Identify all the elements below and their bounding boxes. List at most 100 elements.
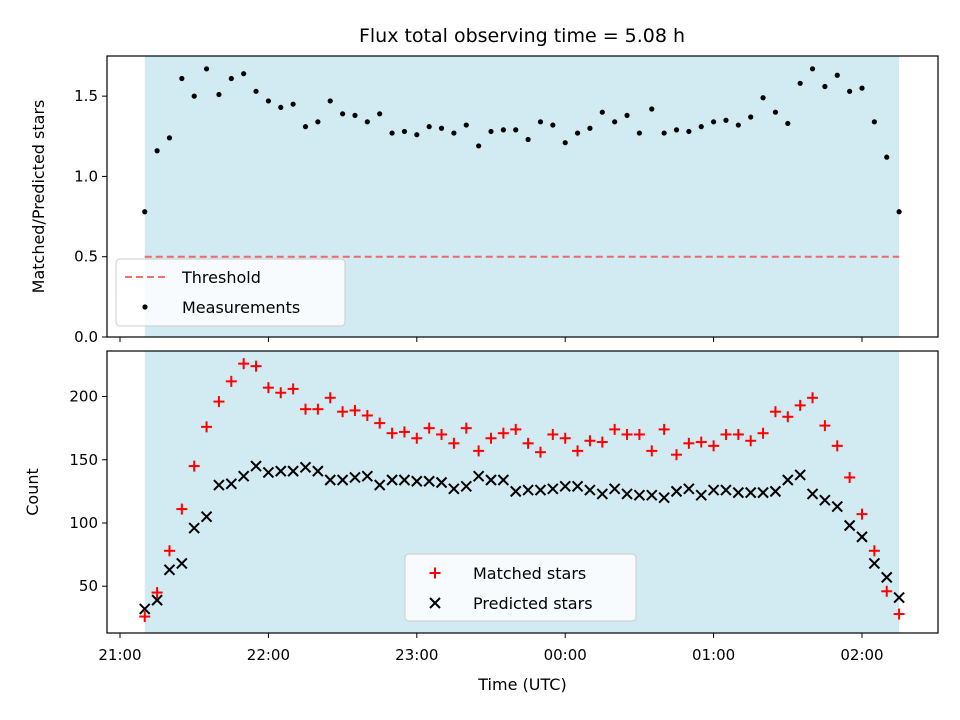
matched-star-point (769, 406, 781, 418)
predicted-star-point (571, 480, 584, 493)
matched-legend-marker (429, 567, 441, 579)
predicted-star-point-b (275, 465, 287, 477)
predicted-star-point (151, 594, 163, 606)
bottom-legend-box (404, 553, 637, 622)
bottom-y-tick-label: 50 (79, 577, 98, 595)
measurement-point (265, 98, 271, 104)
bottom-y-axis-label: Count (23, 468, 42, 516)
measurement-point (179, 75, 185, 82)
predicted-star-point (881, 571, 893, 584)
matched-star-point (720, 428, 732, 440)
predicted-star-point-b (213, 479, 225, 491)
bottom-points-layer (139, 358, 905, 623)
measurement-point (364, 119, 370, 125)
predicted-star-point (670, 485, 683, 498)
predicted-star-point (423, 475, 435, 487)
matched-star-point (534, 446, 546, 458)
predicted-star-point-b (534, 484, 547, 496)
predicted-star-point-b (398, 474, 411, 486)
predicted-star-point (707, 484, 720, 496)
predicted-star-point (831, 500, 843, 513)
predicted-star-point-b (299, 461, 312, 474)
measurement-point (661, 130, 667, 136)
matched-star-point (596, 436, 608, 448)
predicted-star-point (769, 485, 782, 498)
predicted-star-point-b (423, 475, 435, 487)
predicted-star-point (472, 470, 485, 482)
predicted-star-point (633, 489, 646, 501)
measurement-point (859, 85, 865, 91)
matched-star-point (312, 403, 324, 415)
bottom-y-axis-ticks: 50 100 150 200 (69, 388, 107, 595)
bottom-y-tick-label: 200 (69, 388, 98, 406)
predicted-star-point (584, 484, 596, 496)
predicted-star-point (806, 488, 819, 500)
measurement-point (302, 124, 309, 130)
predicted-star-point (237, 470, 250, 482)
measurement-point (414, 132, 420, 138)
predicted-star-point (621, 488, 633, 500)
matched-star-point (163, 545, 175, 557)
matched-star-point (881, 585, 893, 597)
matched-star-point (139, 611, 151, 623)
predicted-star-point (213, 479, 225, 491)
predicted-star-point-b (386, 474, 398, 486)
predicted-star-point (349, 471, 361, 484)
predicted-star-point-b (237, 470, 250, 482)
predicted-legend-swatch (429, 597, 441, 609)
matched-star-point (473, 445, 485, 457)
predicted-star-point-b (411, 475, 423, 487)
matched-star-point (510, 423, 522, 435)
measurement-point (797, 80, 803, 86)
measurement-point (327, 98, 333, 104)
measurement-point (884, 154, 890, 160)
predicted-star-point (262, 466, 275, 479)
predicted-star-point-b (806, 488, 819, 500)
matched-star-point (337, 406, 349, 418)
top-legend-box (115, 258, 346, 327)
bottom-x-tick-label: 22:00 (247, 646, 290, 664)
measurement-point (537, 119, 544, 125)
bottom-plot-frame (106, 350, 939, 634)
predicted-star-point (460, 480, 472, 493)
measurement-point (698, 124, 704, 130)
predicted-star-point-b (744, 486, 757, 499)
predicted-star-point-b (608, 483, 621, 495)
predicted-star-point (695, 489, 707, 501)
matched-star-point (807, 392, 819, 404)
predicted-star-point (435, 476, 448, 489)
predicted-star-point (608, 483, 621, 495)
measurement-point (760, 95, 766, 101)
predicted-star-point-b (757, 486, 769, 499)
matched-star-point (584, 435, 596, 447)
predicted-star-point-b (497, 474, 510, 486)
predicted-star-point-b (831, 500, 843, 513)
predicted-star-point-b (856, 531, 868, 543)
measurement-point (241, 71, 247, 77)
predicted-legend-marker-b (429, 597, 441, 609)
predicted-star-point-b (881, 571, 893, 584)
predicted-star-point (782, 474, 794, 486)
predicted-star-point (720, 484, 732, 496)
predicted-star-point-b (262, 466, 275, 479)
matched-star-point (732, 428, 744, 440)
top-y-axis-ticks: 0.0 0.5 1.0 1.5 (74, 87, 107, 346)
measurement-point (809, 66, 816, 72)
predicted-star-point (163, 564, 176, 576)
matched-star-point (349, 404, 361, 416)
predicted-star-point-b (510, 485, 522, 498)
matched-star-point (448, 437, 460, 449)
matched-star-point (176, 503, 188, 515)
predicted-star-point (485, 474, 497, 486)
predicted-star-point (188, 522, 200, 534)
predicted-star-point (683, 483, 695, 495)
measurement-point (426, 124, 432, 130)
matched-star-point (621, 428, 633, 440)
predicted-star-point (200, 510, 213, 523)
predicted-star-point-b (584, 484, 596, 496)
bottom-legend: Matched stars Predicted stars (404, 553, 637, 622)
predicted-legend-label: Predicted stars (473, 594, 593, 613)
predicted-star-point (139, 603, 151, 615)
matched-star-point (782, 411, 794, 423)
